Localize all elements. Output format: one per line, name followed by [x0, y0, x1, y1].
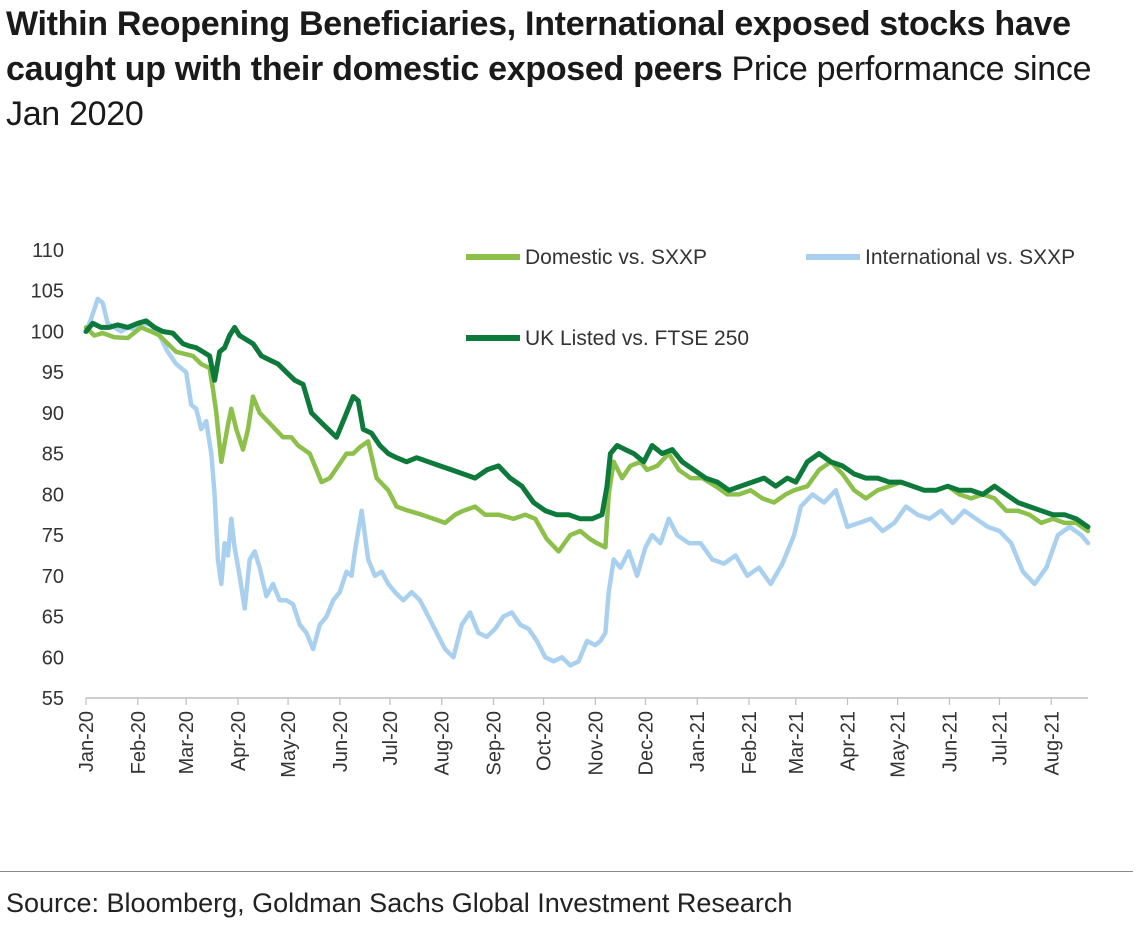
x-tick-label: Feb-21	[739, 711, 761, 774]
legend: Domestic vs. SXXP International vs. SXXP U…	[466, 246, 1075, 350]
x-tick-label: Jan-21	[687, 711, 709, 772]
x-tick-label: Apr-21	[838, 711, 860, 771]
series-line-2	[83, 296, 1091, 668]
y-tick-label: 110	[32, 240, 64, 262]
x-tick-label: Feb-20	[128, 711, 150, 774]
y-axis: 55 60 65 70 75 80 85 90 95 100 105 110	[31, 240, 64, 710]
y-tick-label: 100	[31, 321, 64, 343]
x-tick-label: Jul-20	[380, 711, 402, 765]
x-tick-label: Sep-20	[483, 711, 505, 776]
series-layer	[83, 296, 1091, 668]
x-tick-label: Mar-20	[176, 711, 198, 774]
x-tick-label: Jul-21	[989, 711, 1011, 765]
x-axis: Jan-20 Feb-20 Mar-20 Apr-20 May-20 Jun-20 Jul-…	[76, 697, 1088, 778]
x-tick-label: Dec-20	[635, 711, 657, 775]
source-divider	[0, 871, 1133, 872]
x-tick-label: Oct-20	[534, 711, 556, 771]
y-tick-label: 65	[42, 607, 64, 629]
y-tick-label: 80	[42, 484, 64, 506]
y-tick-label: 105	[31, 281, 64, 303]
x-tick-label: Aug-20	[432, 711, 454, 776]
y-tick-label: 60	[42, 647, 64, 669]
x-tick-label: Mar-21	[786, 711, 808, 774]
x-tick-label: May-20	[278, 711, 300, 778]
series-line-3	[83, 318, 1091, 530]
legend-label-2: International vs. SXXP	[865, 246, 1075, 269]
y-tick-label: 85	[42, 444, 64, 466]
chart-title: Within Reopening Beneficiaries, Internat…	[6, 5, 1071, 88]
legend-label-3: UK Listed vs. FTSE 250	[525, 327, 749, 350]
chart-subtitle: Price performance since Jan 2020	[6, 50, 1092, 133]
y-tick-label: 95	[42, 362, 64, 384]
x-tick-label: Jan-20	[76, 711, 98, 772]
y-tick-label: 70	[42, 566, 64, 588]
x-tick-label: Aug-21	[1041, 711, 1063, 776]
legend-label-1: Domestic vs. SXXP	[525, 246, 707, 269]
line-chart: 55 60 65 70 75 80 85 90 95 100 105 110 Jan-20 Feb-20…	[31, 240, 1091, 778]
x-tick-label: Nov-20	[585, 711, 607, 775]
y-tick-label: 75	[42, 525, 64, 547]
x-tick-label: May-21	[888, 711, 910, 778]
y-tick-label: 55	[42, 688, 64, 710]
y-tick-label: 90	[42, 403, 64, 425]
x-tick-label: Jun-21	[939, 711, 961, 772]
chart-title-block: Within Reopening Beneficiaries, Internat…	[6, 2, 1116, 137]
x-tick-label: Jun-20	[330, 711, 352, 772]
source-note: Source: Bloomberg, Goldman Sachs Global …	[6, 888, 793, 918]
x-tick-label: Apr-20	[228, 711, 250, 771]
